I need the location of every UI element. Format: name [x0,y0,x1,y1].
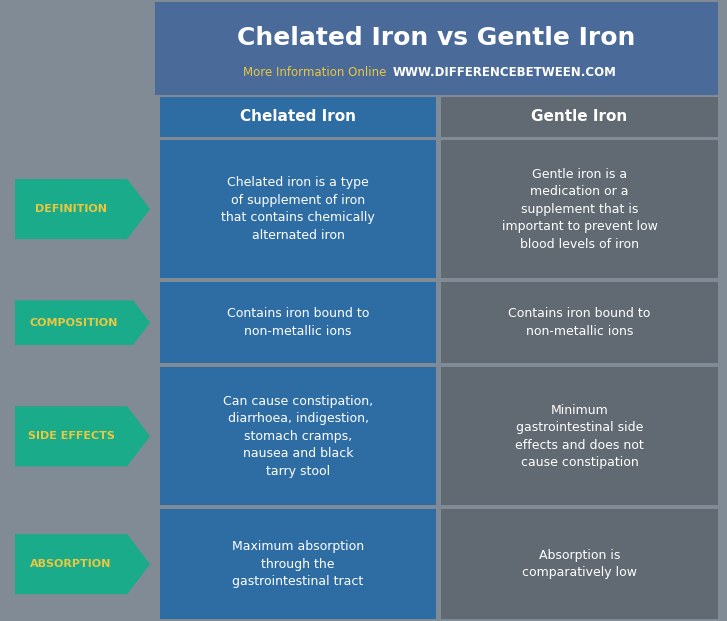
FancyBboxPatch shape [155,2,718,95]
Text: COMPOSITION: COMPOSITION [30,318,119,328]
FancyBboxPatch shape [160,140,436,278]
FancyBboxPatch shape [441,282,718,363]
Text: ABSORPTION: ABSORPTION [31,559,112,569]
Text: Chelated iron is a type
of supplement of iron
that contains chemically
alternate: Chelated iron is a type of supplement of… [221,176,375,242]
Text: More Information Online: More Information Online [243,65,387,78]
FancyBboxPatch shape [160,509,436,619]
Text: Can cause constipation,
diarrhoea, indigestion,
stomach cramps,
nausea and black: Can cause constipation, diarrhoea, indig… [223,395,373,478]
Text: Chelated Iron vs Gentle Iron: Chelated Iron vs Gentle Iron [237,26,635,50]
Text: Minimum
gastrointestinal side
effects and does not
cause constipation: Minimum gastrointestinal side effects an… [515,404,644,469]
Polygon shape [15,406,150,466]
FancyBboxPatch shape [441,367,718,505]
Text: Gentle iron is a
medication or a
supplement that is
important to prevent low
blo: Gentle iron is a medication or a supplem… [502,168,657,250]
Text: DEFINITION: DEFINITION [35,204,107,214]
Polygon shape [15,179,150,239]
FancyBboxPatch shape [160,97,436,137]
Text: SIDE EFFECTS: SIDE EFFECTS [28,432,115,442]
FancyBboxPatch shape [160,367,436,505]
Text: Maximum absorption
through the
gastrointestinal tract: Maximum absorption through the gastroint… [232,540,364,588]
FancyBboxPatch shape [441,97,718,137]
Text: WWW.DIFFERENCEBETWEEN.COM: WWW.DIFFERENCEBETWEEN.COM [393,65,616,78]
Text: Gentle Iron: Gentle Iron [531,109,627,124]
Polygon shape [15,534,150,594]
Text: Contains iron bound to
non-metallic ions: Contains iron bound to non-metallic ions [508,307,651,338]
FancyBboxPatch shape [160,282,436,363]
Text: Contains iron bound to
non-metallic ions: Contains iron bound to non-metallic ions [227,307,369,338]
Polygon shape [15,301,150,345]
FancyBboxPatch shape [441,140,718,278]
Text: Absorption is
comparatively low: Absorption is comparatively low [522,549,637,579]
Text: Chelated Iron: Chelated Iron [240,109,356,124]
FancyBboxPatch shape [441,509,718,619]
